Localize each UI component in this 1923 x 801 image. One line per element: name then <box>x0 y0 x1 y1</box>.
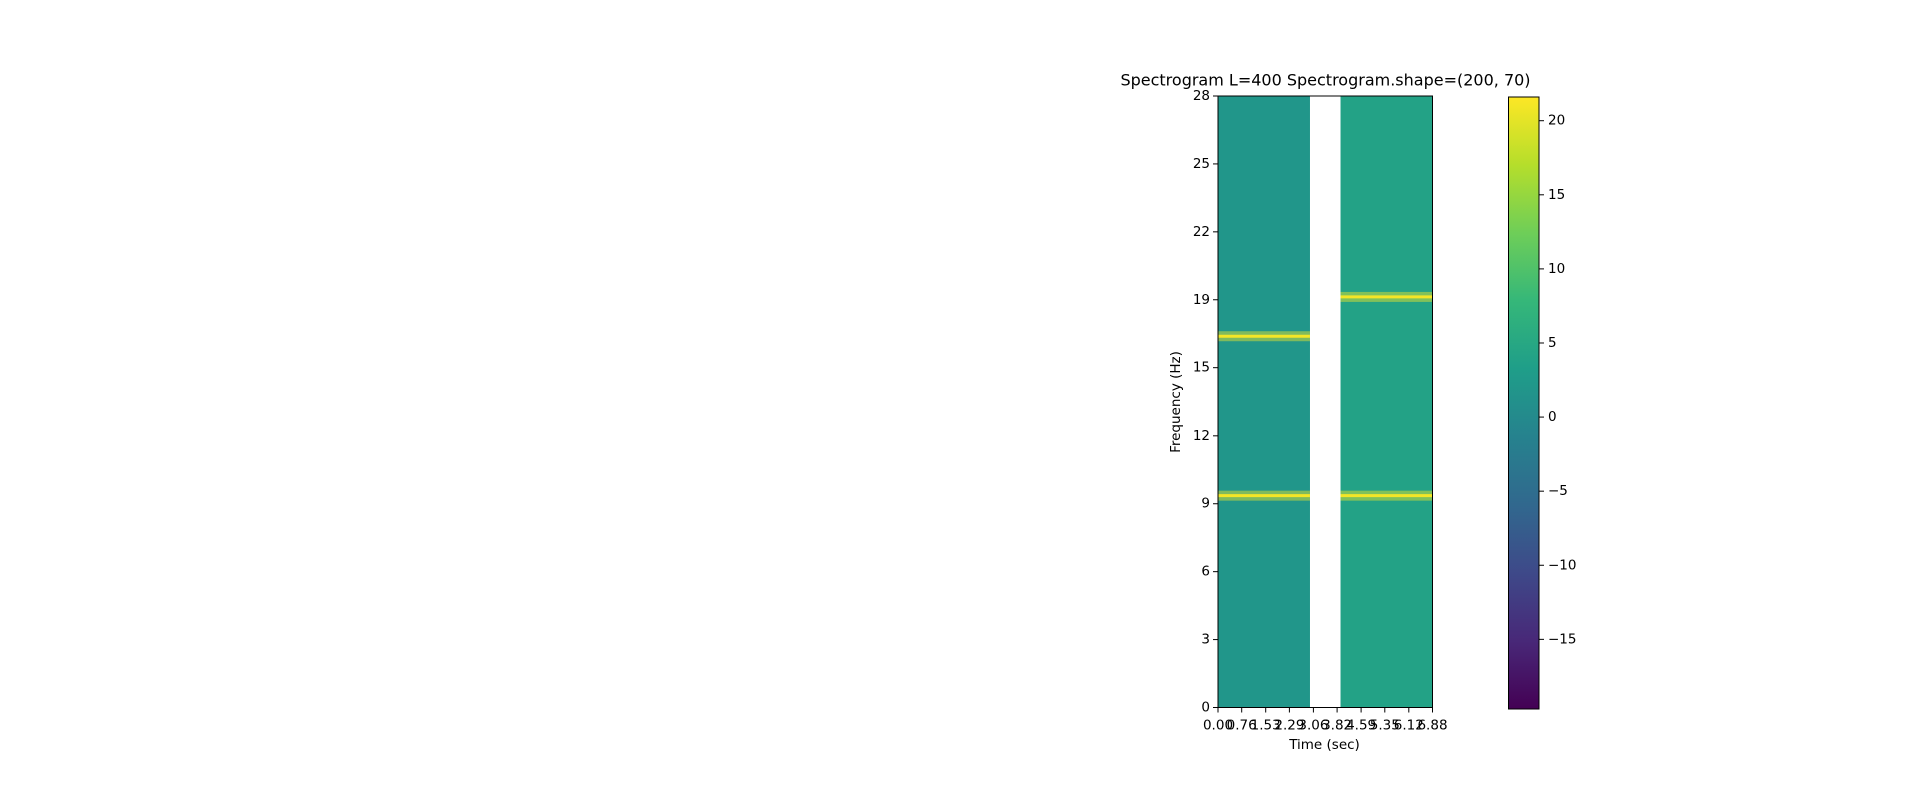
x-axis-label: Time (sec) <box>1288 737 1360 753</box>
x-tick-label: 3.82 <box>1322 718 1352 734</box>
x-tick-label: 1.53 <box>1251 718 1281 734</box>
colorbar-tick-label: 10 <box>1548 261 1565 277</box>
y-tick-label: 19 <box>1193 292 1210 308</box>
colorbar <box>1508 96 1540 710</box>
colorbar-tick-label: −10 <box>1548 557 1577 573</box>
y-tick-label: 9 <box>1201 496 1210 512</box>
x-tick-label: 3.06 <box>1298 718 1328 734</box>
spectrogram-segment <box>1340 96 1433 708</box>
spectrogram-segment <box>1218 96 1310 708</box>
x-tick-label: 6.88 <box>1417 718 1447 734</box>
x-tick-label: 5.35 <box>1370 718 1400 734</box>
x-tick-label: 0.76 <box>1227 718 1257 734</box>
chart-title: Spectrogram L=400 Spectrogram.shape=(200… <box>1120 71 1530 90</box>
colorbar-tick-label: −15 <box>1548 631 1577 647</box>
y-tick-label: 3 <box>1201 632 1210 648</box>
x-tick-label: 6.12 <box>1394 718 1424 734</box>
y-tick-label: 0 <box>1201 700 1210 716</box>
colorbar-tick-label: −5 <box>1548 483 1568 499</box>
y-tick-label: 25 <box>1193 156 1210 172</box>
y-tick-label: 22 <box>1193 224 1210 240</box>
x-tick-label: 0.00 <box>1203 718 1233 734</box>
y-tick-label: 15 <box>1193 360 1210 376</box>
y-axis-label: Frequency (Hz) <box>1168 351 1184 453</box>
plot-area <box>1218 96 1433 708</box>
y-tick-label: 28 <box>1193 88 1210 104</box>
colorbar-tick-label: 15 <box>1548 187 1565 203</box>
y-tick-label: 12 <box>1193 428 1210 444</box>
colorbar-tick-label: 5 <box>1548 335 1557 351</box>
axes-frame <box>1217 95 1433 708</box>
x-tick-label: 2.29 <box>1274 718 1304 734</box>
y-tick-label: 6 <box>1201 564 1210 580</box>
x-tick-label: 4.59 <box>1346 718 1376 734</box>
colorbar-tick-label: 20 <box>1548 113 1565 129</box>
colorbar-tick-label: 0 <box>1548 409 1557 425</box>
